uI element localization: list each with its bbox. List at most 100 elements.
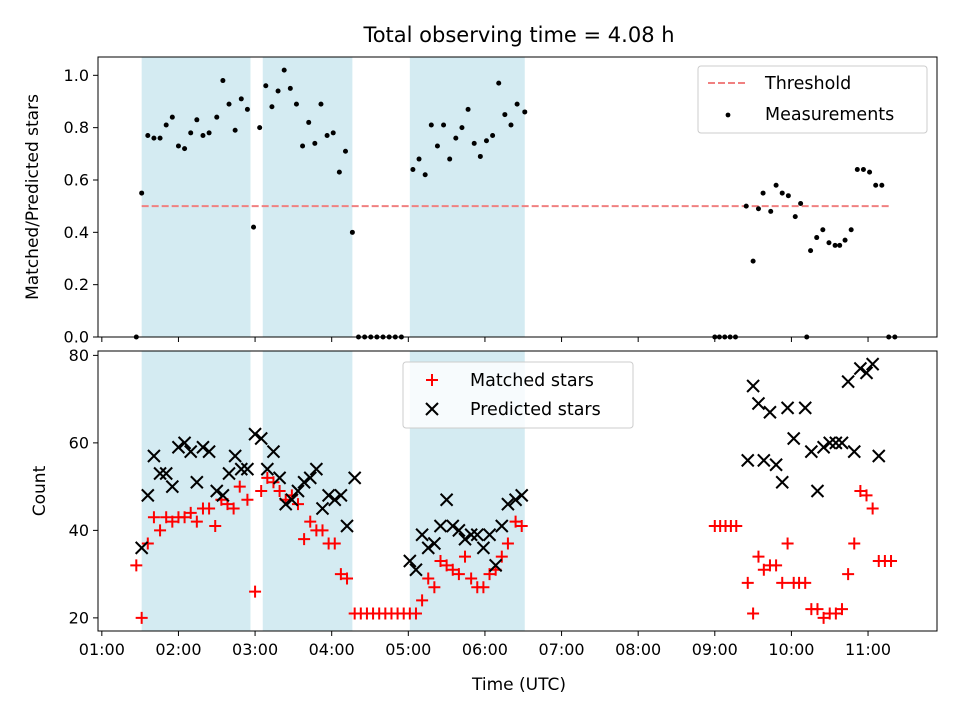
x-tick-label-3: 04:00 <box>309 640 355 659</box>
matched-point-92 <box>885 555 898 567</box>
matched-point-53 <box>459 550 472 563</box>
predicted-point-63 <box>798 401 812 415</box>
measurement-point-27 <box>300 143 306 149</box>
measurement-point-53 <box>465 106 471 112</box>
predicted-point-33 <box>340 519 354 533</box>
x-tick-label-7: 08:00 <box>615 640 661 659</box>
measurement-point-8 <box>182 146 188 152</box>
predicted-point-73 <box>859 366 874 380</box>
measurement-point-58 <box>496 80 502 86</box>
predicted-point-4 <box>159 466 173 481</box>
measurement-point-73 <box>773 182 779 188</box>
measurement-point-54 <box>471 140 477 146</box>
bot-y-tick-label-0: 20 <box>69 608 89 627</box>
measurement-point-6 <box>169 114 175 120</box>
matched-point-54 <box>465 572 478 585</box>
predicted-point-17 <box>240 462 255 476</box>
measurement-point-51 <box>453 135 459 141</box>
measurement-point-45 <box>416 156 422 162</box>
predicted-point-69 <box>835 436 849 450</box>
matched-point-12 <box>203 502 216 515</box>
measurement-point-57 <box>490 133 496 139</box>
matched-point-50 <box>440 559 453 572</box>
measurement-point-56 <box>483 138 489 144</box>
measurement-point-29 <box>312 140 318 146</box>
measurement-point-84 <box>837 242 843 248</box>
measurement-point-13 <box>214 114 220 120</box>
measurement-point-17 <box>238 96 244 102</box>
predicted-point-6 <box>171 440 186 454</box>
predicted-point-47 <box>476 541 491 555</box>
matched-point-81 <box>817 611 830 624</box>
measurement-point-22 <box>269 104 275 110</box>
top-shade-2 <box>409 57 525 337</box>
bot-y-tick-label-1: 40 <box>69 521 89 540</box>
bot-y-tick-label-3: 80 <box>69 346 89 365</box>
measurement-point-34 <box>342 148 348 154</box>
predicted-point-74 <box>865 357 880 371</box>
predicted-point-57 <box>757 453 771 468</box>
matched-point-21 <box>261 471 274 484</box>
measurement-point-70 <box>755 206 761 212</box>
predicted-point-34 <box>347 471 362 485</box>
measurement-point-26 <box>293 101 299 107</box>
measurement-point-79 <box>808 248 814 254</box>
bottom-y-axis-ticks: 20 40 60 80 <box>69 346 98 627</box>
legend-measurements-label: Measurements <box>765 105 894 125</box>
chart-title: Total observing time = 4.08 h <box>362 23 674 47</box>
measurement-point-90 <box>873 182 879 188</box>
matched-point-75 <box>781 537 794 550</box>
predicted-point-65 <box>810 484 825 498</box>
measurement-point-91 <box>879 182 885 188</box>
top-y-tick-label-0: 0.0 <box>64 328 89 347</box>
predicted-point-45 <box>464 528 478 542</box>
matched-point-16 <box>227 502 240 515</box>
top-shaded-intervals <box>141 57 525 337</box>
measurement-point-33 <box>336 169 342 175</box>
matched-point-28 <box>304 515 317 528</box>
measurement-point-83 <box>832 242 838 248</box>
measurement-point-87 <box>854 167 860 173</box>
matched-point-1 <box>135 611 148 624</box>
predicted-point-15 <box>228 449 242 463</box>
ratio-panel: 0.0 0.2 0.4 0.6 0.8 1.0 Matched/Predicted sta… <box>23 56 938 347</box>
measurement-point-5 <box>163 122 169 128</box>
matched-point-60 <box>501 537 514 550</box>
measurement-point-55 <box>477 153 483 159</box>
x-axis-label: Time (UTC) <box>471 675 566 695</box>
predicted-point-50 <box>495 519 509 533</box>
legend-matched-swatch <box>426 374 438 386</box>
predicted-point-55 <box>746 379 760 393</box>
predicted-star-points <box>134 357 886 577</box>
measurement-point-9 <box>188 130 194 136</box>
predicted-point-28 <box>309 462 324 476</box>
matched-point-46 <box>416 594 429 607</box>
matched-point-48 <box>428 581 441 594</box>
measurement-point-77 <box>798 201 804 207</box>
bot-shade-0 <box>141 351 251 631</box>
top-y-tick-label-1: 0.2 <box>64 275 89 294</box>
predicted-point-11 <box>202 444 216 459</box>
bottom-axes-frame <box>97 350 938 632</box>
matched-point-9 <box>184 506 197 519</box>
legend-predicted-swatch <box>425 402 439 416</box>
matched-point-23 <box>273 485 286 497</box>
predicted-point-53 <box>515 488 529 503</box>
predicted-point-26 <box>297 475 311 489</box>
matched-point-49 <box>434 555 447 567</box>
measurement-point-32 <box>330 130 336 136</box>
x-tick-label-4: 05:00 <box>385 640 431 659</box>
x-tick-label-10: 11:00 <box>845 640 891 659</box>
predicted-point-46 <box>470 528 484 542</box>
matched-point-13 <box>209 520 222 532</box>
top-legend: Threshold Measurements <box>697 65 928 134</box>
matched-point-84 <box>835 603 848 616</box>
predicted-point-22 <box>272 471 287 485</box>
predicted-point-51 <box>501 497 515 511</box>
predicted-point-75 <box>872 449 886 463</box>
measurement-point-74 <box>779 190 785 196</box>
x-tick-label-0: 01:00 <box>79 640 125 659</box>
matched-point-73 <box>770 559 783 572</box>
top-shade-0 <box>141 57 251 337</box>
